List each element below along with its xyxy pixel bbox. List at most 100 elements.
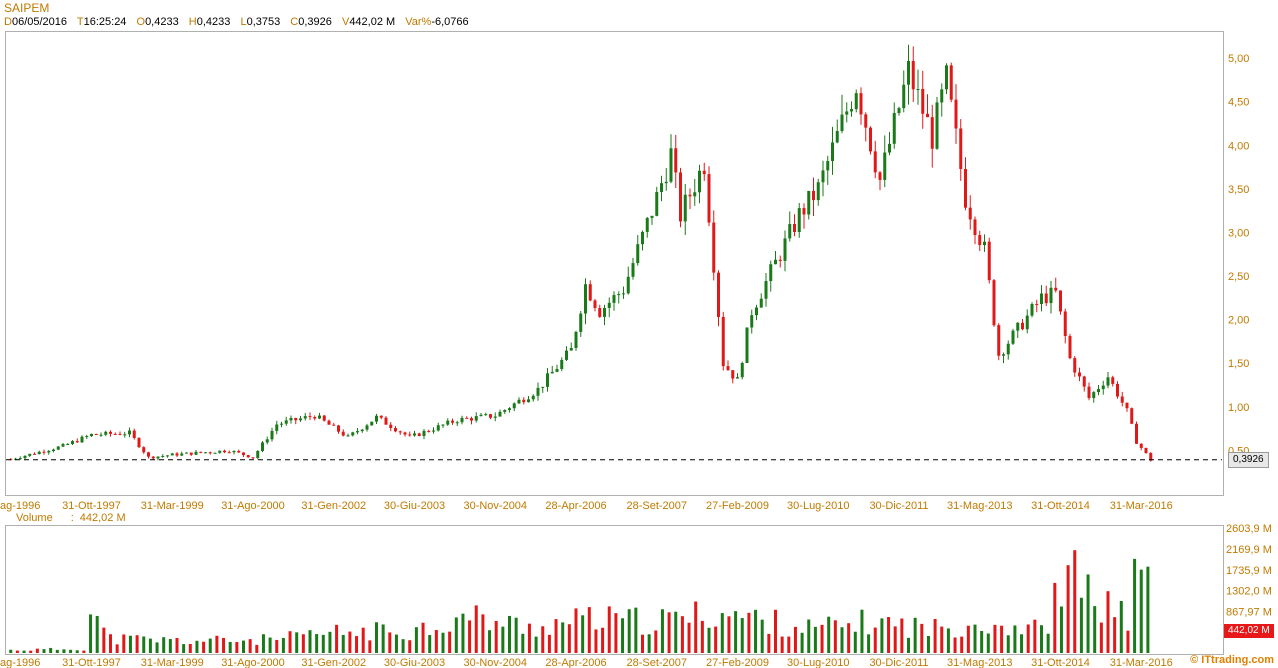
candle-body bbox=[930, 117, 934, 149]
candle-body bbox=[1139, 443, 1143, 448]
volume-bar bbox=[481, 614, 485, 653]
candle-body bbox=[113, 433, 117, 435]
volume-bar bbox=[69, 649, 73, 653]
candle-body bbox=[270, 430, 274, 440]
volume-bar bbox=[421, 622, 425, 653]
volume-bar bbox=[1040, 625, 1043, 653]
candle-body bbox=[745, 327, 749, 363]
volume-bar bbox=[993, 624, 997, 653]
volume-bar bbox=[567, 624, 571, 653]
candle-body bbox=[854, 93, 858, 110]
candle-body bbox=[1016, 322, 1020, 331]
candle-body bbox=[541, 386, 545, 388]
candle-body bbox=[156, 456, 160, 459]
x-tick-label-price: 31-Ott-1997 bbox=[62, 500, 121, 512]
candle-body bbox=[123, 434, 127, 436]
volume-bar bbox=[534, 636, 538, 653]
quote-field-high: H0,4233 bbox=[188, 16, 231, 28]
x-tick-label-volume: 30-Dic-2011 bbox=[869, 657, 928, 668]
x-tick-label-price: 30-Lug-2010 bbox=[787, 500, 849, 512]
volume-bar bbox=[255, 644, 259, 653]
candle-body bbox=[750, 315, 754, 328]
candle-body bbox=[251, 457, 255, 459]
candle-body bbox=[118, 433, 122, 435]
volume-bar bbox=[341, 634, 345, 653]
candle-body bbox=[997, 325, 1001, 356]
volume-bar bbox=[49, 647, 53, 653]
candle-body bbox=[1025, 315, 1029, 330]
volume-bar bbox=[787, 636, 791, 653]
candle-body bbox=[826, 161, 830, 171]
candle-body bbox=[256, 450, 260, 458]
volume-bar bbox=[408, 640, 412, 653]
candle-body bbox=[736, 377, 739, 379]
volume-y-tick-label: 1735,9 M bbox=[1226, 565, 1272, 577]
candle-body bbox=[574, 331, 578, 348]
candle-body bbox=[873, 151, 877, 173]
last-price-badge: 0,3926 bbox=[1228, 451, 1269, 468]
candle-body bbox=[968, 207, 972, 220]
candle-body bbox=[451, 420, 454, 423]
volume-bar bbox=[348, 631, 352, 653]
candle-body bbox=[42, 451, 46, 453]
candle-body bbox=[992, 280, 996, 326]
volume-bar bbox=[833, 620, 837, 653]
volume-bar bbox=[720, 613, 724, 653]
candle-body bbox=[37, 451, 41, 455]
candle-body bbox=[175, 453, 179, 456]
candle-body bbox=[23, 455, 27, 459]
x-tick-label-price: 30-Nov-2004 bbox=[463, 500, 527, 512]
volume-bar bbox=[388, 632, 392, 653]
candle-body bbox=[455, 422, 459, 424]
volume-bar bbox=[461, 613, 465, 653]
volume-bar bbox=[62, 649, 66, 653]
candle-body bbox=[75, 441, 79, 443]
candle-body bbox=[859, 93, 863, 115]
volume-bar bbox=[807, 619, 811, 653]
volume-bar bbox=[601, 627, 605, 653]
x-tick-label-volume: 31-Mag-2013 bbox=[947, 657, 1012, 668]
candle-body bbox=[1011, 330, 1015, 344]
candle-body bbox=[232, 450, 236, 453]
candle-body bbox=[1135, 423, 1138, 444]
candle-body bbox=[94, 433, 98, 435]
price-y-tick-label: 4,00 bbox=[1228, 140, 1249, 152]
x-tick-label-volume: 31-Ott-1997 bbox=[62, 657, 121, 668]
volume-bar bbox=[621, 618, 625, 653]
volume-bar bbox=[468, 620, 472, 653]
volume-bar bbox=[128, 635, 132, 653]
volume-bar bbox=[827, 616, 831, 653]
volume-bar bbox=[1033, 619, 1037, 653]
candle-body bbox=[299, 418, 302, 421]
volume-bar bbox=[933, 618, 937, 653]
candle-body bbox=[940, 89, 944, 103]
volume-bar bbox=[95, 615, 99, 653]
candle-body bbox=[698, 170, 701, 193]
candle-body bbox=[384, 417, 388, 425]
quote-field-open: O0,4233 bbox=[136, 16, 179, 28]
candle-body bbox=[721, 316, 725, 367]
candle-body bbox=[1078, 372, 1081, 377]
volume-bar bbox=[1139, 569, 1143, 653]
volume-bar bbox=[667, 612, 671, 653]
price-chart-pane[interactable] bbox=[5, 31, 1224, 496]
x-tick-label-volume: 28-Apr-2006 bbox=[545, 657, 606, 668]
candle-body bbox=[664, 181, 668, 184]
candle-body bbox=[617, 294, 621, 296]
volume-bar bbox=[813, 626, 817, 653]
candle-body bbox=[1111, 377, 1115, 384]
candle-body bbox=[341, 431, 345, 436]
volume-bar bbox=[29, 650, 33, 653]
candle-body bbox=[170, 453, 174, 456]
candle-body bbox=[612, 295, 616, 303]
candle-body bbox=[683, 194, 687, 222]
candle-body bbox=[764, 281, 768, 299]
candle-body bbox=[1040, 293, 1043, 305]
volume-bar bbox=[1020, 634, 1024, 653]
volume-bar bbox=[973, 624, 977, 653]
candle-body bbox=[379, 415, 383, 418]
volume-bar bbox=[102, 627, 106, 653]
volume-bar bbox=[215, 635, 219, 653]
candle-body bbox=[204, 452, 207, 454]
